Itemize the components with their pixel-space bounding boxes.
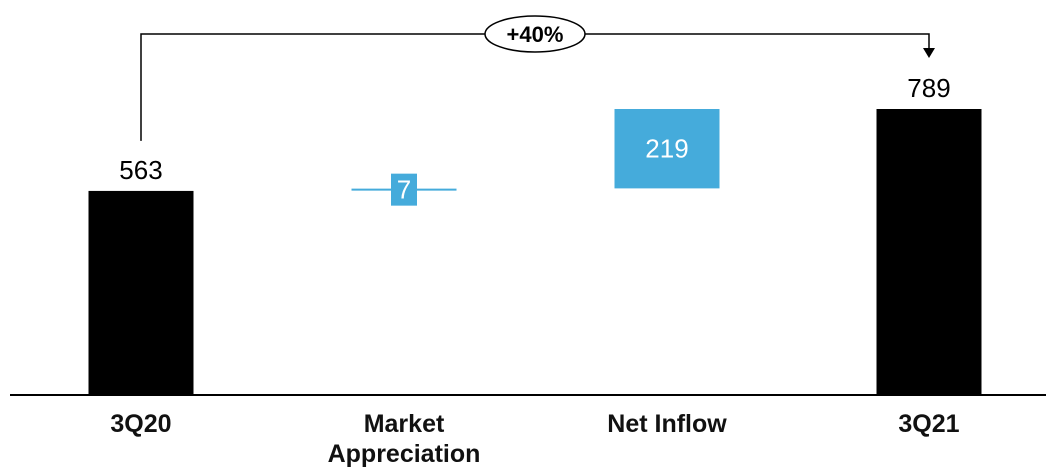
category-label-market-appreciation: Market Appreciation: [328, 410, 481, 468]
bars-layer: [88, 109, 982, 395]
bar-net-inflow: [614, 109, 720, 189]
value-label-net-inflow: 219: [645, 134, 688, 164]
labels-layer: 563 7 219 789: [119, 73, 950, 205]
growth-label: +40%: [507, 22, 564, 47]
value-label-market-appreciation: 7: [397, 175, 411, 205]
value-label-3q20: 563: [119, 155, 162, 185]
category-label-net-inflow: Net Inflow: [607, 410, 727, 438]
growth-annotation: +40%: [140, 15, 935, 141]
growth-arrowhead: [923, 48, 935, 58]
growth-badge: [484, 15, 586, 53]
bar-3q20: [88, 190, 194, 395]
category-labels: 3Q20 Market Appreciation Net Inflow 3Q21: [110, 410, 959, 468]
category-label-3q20: 3Q20: [110, 410, 171, 438]
bar-3q21: [876, 109, 982, 395]
value-label-3q21: 789: [907, 73, 950, 103]
value-box-market-appreciation: [391, 173, 417, 206]
category-label-3q21: 3Q21: [898, 410, 959, 438]
